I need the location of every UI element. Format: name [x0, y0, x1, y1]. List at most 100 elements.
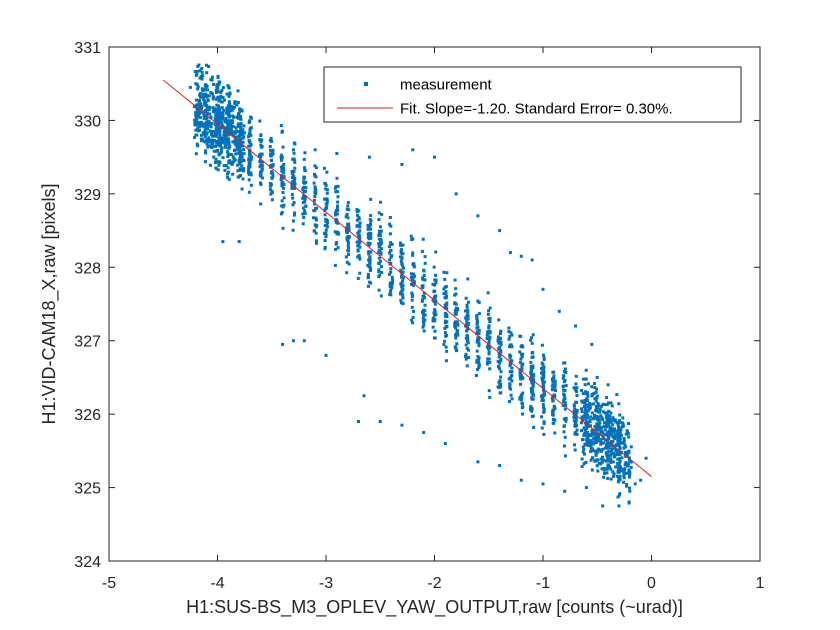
data-point	[464, 343, 468, 347]
data-point	[592, 391, 596, 395]
data-point	[454, 326, 458, 330]
data-point	[291, 228, 295, 232]
data-point	[498, 367, 502, 371]
x-tick-label: 0	[647, 575, 656, 592]
data-point	[616, 423, 620, 427]
data-point	[433, 336, 437, 340]
scatter-points	[188, 63, 648, 508]
data-point	[594, 390, 598, 394]
data-point	[477, 358, 481, 362]
data-point	[613, 454, 617, 458]
data-point	[366, 275, 370, 279]
data-point	[235, 103, 239, 107]
data-point	[563, 361, 567, 365]
data-point	[421, 313, 425, 317]
data-point	[225, 119, 229, 123]
data-point	[627, 449, 631, 453]
data-point	[596, 428, 600, 432]
data-point	[220, 100, 224, 104]
data-point	[229, 152, 233, 156]
data-point	[475, 313, 479, 317]
data-point	[357, 242, 361, 246]
legend-label-fit: Fit. Slope=-1.20. Standard Error= 0.30%.	[400, 101, 673, 118]
data-point	[208, 106, 212, 110]
data-point	[347, 246, 351, 250]
data-point	[598, 421, 602, 425]
data-point	[282, 196, 286, 200]
data-point	[562, 374, 566, 378]
data-point	[532, 425, 536, 429]
data-point	[217, 121, 221, 125]
data-point	[242, 124, 246, 128]
y-tick-label: 329	[74, 187, 101, 204]
data-point	[346, 223, 350, 227]
data-point	[595, 375, 599, 379]
data-point	[542, 420, 546, 424]
data-point	[269, 163, 273, 167]
data-point	[313, 223, 317, 227]
data-point	[595, 394, 599, 398]
data-point	[326, 221, 330, 225]
data-point	[379, 238, 383, 242]
data-point	[389, 270, 393, 274]
data-point	[231, 140, 235, 144]
data-point	[600, 429, 604, 433]
data-point	[409, 282, 413, 286]
data-point	[195, 69, 199, 73]
data-point	[443, 339, 447, 343]
data-point	[551, 408, 555, 412]
data-point	[221, 111, 225, 115]
data-point	[444, 284, 448, 288]
data-point	[227, 177, 231, 181]
data-point	[616, 439, 620, 443]
data-point	[627, 501, 631, 505]
data-point	[357, 419, 361, 423]
data-point	[410, 294, 414, 298]
data-point	[602, 468, 606, 472]
data-point	[616, 462, 620, 466]
data-point	[603, 467, 607, 471]
data-point	[529, 336, 533, 340]
data-point	[268, 188, 272, 192]
data-point	[214, 122, 218, 126]
data-point	[378, 273, 382, 277]
data-point	[510, 397, 514, 401]
data-point	[508, 356, 512, 360]
data-point	[574, 388, 578, 392]
data-point	[333, 263, 337, 267]
data-point	[336, 221, 340, 225]
data-point	[216, 126, 219, 130]
data-point	[202, 122, 206, 126]
data-point	[207, 136, 211, 140]
data-point	[574, 418, 578, 422]
data-point	[248, 152, 252, 156]
data-point	[574, 324, 578, 328]
data-point	[520, 365, 524, 369]
data-point	[563, 367, 567, 371]
legend: measurement Fit. Slope=-1.20. Standard E…	[323, 66, 742, 123]
data-point	[303, 151, 307, 155]
data-point	[237, 240, 241, 244]
data-point	[575, 390, 579, 394]
data-point	[369, 197, 373, 201]
data-point	[520, 363, 524, 367]
data-point	[521, 402, 525, 406]
data-point	[601, 434, 605, 438]
data-point	[616, 495, 620, 499]
data-point	[498, 354, 502, 358]
data-point	[301, 222, 305, 226]
data-point	[304, 186, 308, 190]
data-point	[214, 144, 218, 148]
data-point	[599, 441, 603, 445]
data-point	[618, 460, 622, 464]
data-point	[433, 278, 437, 282]
data-point	[609, 420, 613, 424]
data-point	[356, 248, 360, 252]
data-point	[580, 464, 584, 468]
data-point	[582, 377, 586, 381]
data-point	[530, 365, 534, 369]
data-point	[410, 305, 414, 309]
data-point	[622, 446, 626, 450]
data-point	[618, 441, 622, 445]
data-point	[369, 267, 373, 271]
